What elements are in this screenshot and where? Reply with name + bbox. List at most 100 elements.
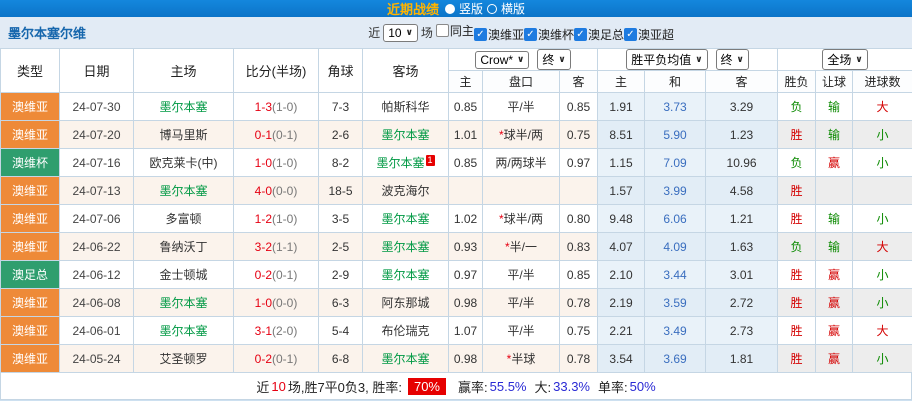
match-count-select[interactable]: 10 ∨ — [383, 23, 418, 42]
home-team: 多富顿 — [133, 204, 234, 233]
checkbox-label: 澳维杯 — [537, 28, 574, 42]
checkbox-澳足总[interactable]: ✓ — [573, 28, 587, 41]
euro-draw-odds: 3.69 — [644, 344, 707, 373]
asian-home-odds: 0.98 — [448, 344, 483, 373]
summary-footer: 近 10 场,胜7平0负3, 胜率: 70% 赢率: 55.5% 大: 33.3% 单率… — [0, 373, 912, 400]
checkbox-澳亚超[interactable]: ✓ — [623, 28, 637, 41]
home-team: 艾圣顿罗 — [133, 344, 234, 373]
asian-handicap: 平/半 — [482, 288, 560, 317]
euro-draw-odds: 6.06 — [644, 204, 707, 233]
europe-stage-select[interactable]: 终 ∨ — [715, 49, 749, 70]
sub-header-handicap: 盘口 — [482, 70, 560, 93]
corner-score: 2-9 — [318, 260, 363, 289]
type-badge: 澳维杯 — [0, 148, 60, 177]
europe-odds-select[interactable]: 胜平负均值 ∨ — [626, 49, 708, 70]
asian-away-odds: 0.80 — [558, 204, 599, 233]
col-header-date: 日期 — [59, 48, 134, 93]
asian-handicap — [482, 176, 560, 205]
checkbox-同主[interactable] — [435, 24, 449, 37]
corner-score: 8-2 — [318, 148, 363, 177]
type-badge: 澳维亚 — [0, 120, 60, 149]
home-team: 墨尔本塞 — [133, 92, 234, 121]
corner-score: 5-4 — [318, 316, 363, 345]
chevron-down-icon: ∨ — [695, 54, 703, 64]
col-header-score: 比分(半场) — [233, 48, 319, 93]
over-label: 大: — [534, 379, 552, 395]
result-wdl: 胜 — [777, 260, 817, 289]
asian-handicap: *球半/两 — [482, 204, 560, 233]
filter-controls: 近 10 ∨ 场 同主 ✓ 澳维亚 ✓ 澳维杯 ✓ 澳足总 ✓ 澳亚超 — [368, 22, 674, 43]
result-group-header: 全场 ∨ — [777, 48, 912, 71]
chevron-down-icon: ∨ — [736, 54, 744, 64]
win-odds-value: 55.5% — [489, 378, 527, 394]
away-team: 阿东那城 — [362, 288, 449, 317]
match-date: 24-07-06 — [59, 204, 134, 233]
odd-rate-label: 单率: — [598, 379, 628, 395]
checkbox-澳维亚[interactable]: ✓ — [473, 28, 487, 41]
chevron-down-icon: ∨ — [517, 54, 525, 64]
result-goals: 小 — [852, 204, 912, 233]
euro-away-odds: 3.29 — [705, 92, 779, 121]
result-handicap: 赢 — [815, 260, 854, 289]
checkbox-label: 同主 — [449, 24, 474, 38]
asian-home-odds: 0.93 — [448, 232, 483, 261]
league-checkbox-item-3: ✓ 澳足总 — [573, 26, 624, 43]
result-goals — [852, 176, 912, 205]
euro-away-odds: 1.23 — [705, 120, 779, 149]
match-date: 24-07-20 — [59, 120, 134, 149]
recent-matches-table: 类型 日期 主场 比分(半场) 角球 客场 Crow* ∨ 终 ∨ — [0, 48, 912, 373]
table-row: 澳维亚 24-06-01 墨尔本塞 3-1(2-0) 5-4 布伦瑞克 1.07 平/半 0.7… — [0, 316, 912, 345]
euro-home-odds: 3.54 — [597, 344, 646, 373]
euro-draw-odds: 3.99 — [644, 176, 707, 205]
asian-home-odds: 1.07 — [448, 316, 483, 345]
match-date: 24-06-01 — [59, 316, 134, 345]
asian-away-odds — [558, 176, 599, 205]
checkbox-label: 澳足总 — [587, 28, 624, 42]
sub-header-europe-away: 客 — [705, 70, 779, 93]
asian-home-odds: 1.02 — [448, 204, 483, 233]
euro-home-odds: 1.91 — [597, 92, 646, 121]
type-badge: 澳维亚 — [0, 316, 60, 345]
result-handicap: 输 — [815, 232, 854, 261]
result-goals: 小 — [852, 148, 912, 177]
result-wdl: 胜 — [777, 288, 817, 317]
result-handicap: 赢 — [815, 288, 854, 317]
result-handicap: 输 — [815, 120, 854, 149]
asian-away-odds: 0.75 — [558, 316, 599, 345]
league-checkbox-item-1: ✓ 澳维亚 — [473, 26, 524, 43]
asian-away-odds: 0.78 — [558, 344, 599, 373]
sub-header-handicap-res: 让球 — [815, 70, 854, 93]
match-date: 24-05-24 — [59, 344, 134, 373]
asian-away-odds: 0.85 — [558, 92, 599, 121]
result-goals: 小 — [852, 120, 912, 149]
asian-handicap: 平/半 — [482, 260, 560, 289]
result-wdl: 胜 — [777, 316, 817, 345]
col-header-away: 客场 — [362, 48, 449, 93]
result-wdl: 胜 — [777, 176, 817, 205]
result-scope-select[interactable]: 全场 ∨ — [822, 49, 868, 70]
league-checkbox-group: 同主 ✓ 澳维亚 ✓ 澳维杯 ✓ 澳足总 ✓ 澳亚超 — [435, 22, 674, 43]
table-row: 澳维亚 24-07-30 墨尔本塞 1-3(1-0) 7-3 帕斯科华 0.85 平/半 0.8… — [0, 92, 912, 121]
corner-score: 7-3 — [318, 92, 363, 121]
asian-stage-select[interactable]: 终 ∨ — [537, 49, 571, 70]
asian-away-odds: 0.85 — [558, 260, 599, 289]
euro-away-odds: 3.01 — [705, 260, 779, 289]
euro-draw-odds: 3.73 — [644, 92, 707, 121]
table-row: 澳维亚 24-07-06 多富顿 1-2(1-0) 3-5 墨尔本塞 1.02 *球半/两 0.… — [0, 204, 912, 233]
type-badge: 澳维亚 — [0, 204, 60, 233]
asian-away-odds: 0.83 — [558, 232, 599, 261]
home-team: 金士顿城 — [133, 260, 234, 289]
asian-odds-group-header: Crow* ∨ 终 ∨ — [447, 48, 599, 71]
league-checkbox-item-4: ✓ 澳亚超 — [623, 26, 674, 43]
home-team: 墨尔本塞 — [133, 288, 234, 317]
result-handicap — [815, 176, 854, 205]
vertical-layout-radio[interactable] — [444, 3, 455, 14]
corner-score: 18-5 — [318, 176, 363, 205]
layout-radio-group: 竖版 横版 — [444, 0, 525, 17]
match-score: 3-2(1-1) — [233, 232, 319, 261]
checkbox-澳维杯[interactable]: ✓ — [523, 28, 537, 41]
match-score: 3-1(2-0) — [233, 316, 319, 345]
odds-provider-select[interactable]: Crow* ∨ — [475, 50, 530, 69]
match-date: 24-07-16 — [59, 148, 134, 177]
horizontal-layout-radio[interactable] — [487, 3, 497, 14]
